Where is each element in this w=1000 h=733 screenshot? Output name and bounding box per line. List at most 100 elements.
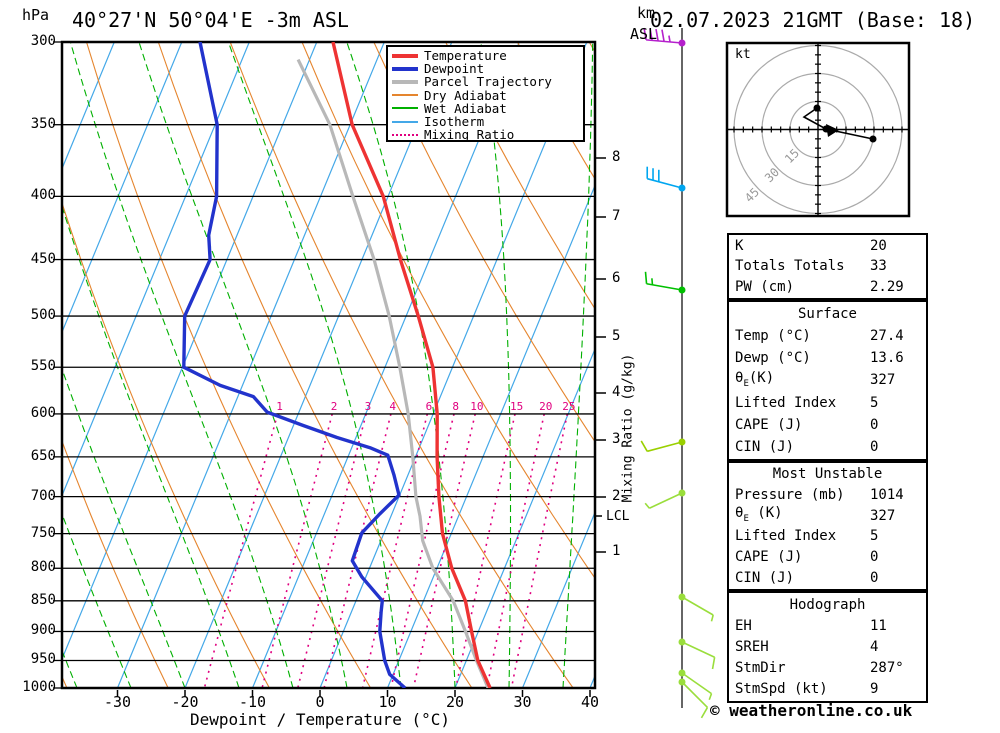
legend-item: Wet Adiabat bbox=[392, 102, 583, 115]
legend-swatch-mixing-ratio bbox=[392, 133, 418, 136]
legend-swatch-isotherm bbox=[392, 120, 418, 123]
page-title: 40°27'N 50°04'E -3m ASL bbox=[72, 8, 349, 32]
table-row: θE (K) 327 bbox=[729, 505, 926, 526]
hodograph-table: Hodograph EH 11 SREH 4 StmDir 287° StmSpd (kt) 9 bbox=[727, 591, 928, 703]
stat-value: 13.6 bbox=[870, 350, 904, 367]
pressure-tick-label: 750 bbox=[30, 524, 56, 541]
pressure-tick-label: 950 bbox=[30, 651, 56, 668]
km-tick-label: 1 bbox=[612, 543, 621, 559]
table-row: Pressure (mb) 1014 bbox=[729, 485, 926, 506]
table-header: Most Unstable bbox=[772, 466, 883, 483]
table-row: Lifted Index 5 bbox=[729, 526, 926, 547]
legend-label: Wet Adiabat bbox=[424, 100, 507, 116]
table-row: Dewp (°C) 13.6 bbox=[729, 347, 926, 369]
mixing-ratio-value-label: 25 bbox=[562, 399, 576, 413]
pressure-tick-label: 850 bbox=[30, 591, 56, 608]
legend-item: Mixing Ratio bbox=[392, 128, 583, 141]
legend-item: Dewpoint bbox=[392, 62, 583, 75]
mixing-ratio-value-label: 1 bbox=[276, 399, 283, 413]
stat-label: PW (cm) bbox=[735, 278, 795, 295]
legend-label: Mixing Ratio bbox=[424, 127, 515, 143]
table-row: Totals Totals 33 bbox=[729, 256, 926, 276]
pressure-tick-label: 450 bbox=[30, 250, 56, 267]
temperature-tick-label: 40 bbox=[580, 693, 600, 711]
legend-label: Isotherm bbox=[424, 114, 485, 130]
mixing-ratio-axis-label: Mixing Ratio (g/kg) bbox=[620, 353, 636, 503]
stat-value: 33 bbox=[870, 258, 887, 275]
stat-value: 5 bbox=[870, 394, 879, 411]
stat-value: 4 bbox=[870, 639, 879, 655]
table-row: CAPE (J) 0 bbox=[729, 414, 926, 436]
mixing-ratio-value-label: 10 bbox=[470, 399, 484, 413]
legend-label: Parcel Trajectory bbox=[424, 74, 552, 90]
stats-table: K 20 Totals Totals 33 PW (cm) 2.29 bbox=[727, 233, 928, 300]
table-header: Surface bbox=[797, 306, 857, 323]
temperature-tick-label: -30 bbox=[103, 693, 132, 711]
stat-label: Pressure (mb) bbox=[735, 487, 845, 503]
stat-label: Lifted Index bbox=[735, 528, 837, 545]
pressure-tick-label: 300 bbox=[30, 33, 56, 49]
km-ticks bbox=[595, 157, 606, 553]
wind-barb bbox=[644, 271, 686, 294]
wind-barb bbox=[678, 593, 714, 622]
stat-label: Lifted Index bbox=[735, 394, 837, 411]
wind-barb bbox=[640, 438, 686, 453]
wind-barb bbox=[678, 669, 713, 701]
table-row: Temp (°C) 27.4 bbox=[729, 325, 926, 347]
legend: Temperature Dewpoint Parcel Trajectory Dry … bbox=[386, 45, 585, 142]
table-row: θE(K) 327 bbox=[729, 369, 926, 391]
table-row: StmSpd (kt) 9 bbox=[729, 679, 926, 700]
legend-item: Parcel Trajectory bbox=[392, 75, 583, 88]
wind-barb bbox=[643, 27, 686, 47]
legend-item: Temperature bbox=[392, 49, 583, 62]
table-row: Lifted Index 5 bbox=[729, 392, 926, 414]
pressure-tick-label: 400 bbox=[30, 187, 56, 204]
table-row: CAPE (J) 0 bbox=[729, 547, 926, 568]
stat-label: CIN (J) bbox=[735, 569, 795, 586]
stat-label: K bbox=[735, 238, 744, 255]
pressure-tick-label: 800 bbox=[30, 559, 56, 576]
stat-label: StmDir bbox=[735, 660, 786, 677]
wind-barb bbox=[678, 638, 716, 670]
km-tick-label: 5 bbox=[612, 328, 621, 344]
stat-value: 27.4 bbox=[870, 328, 904, 345]
temperature-curve bbox=[331, 42, 492, 688]
temperature-ticks bbox=[116, 690, 591, 697]
asl-axis-unit-label: ASL bbox=[630, 25, 658, 43]
stat-value: 11 bbox=[870, 617, 887, 634]
wind-barb bbox=[646, 166, 686, 192]
hodograph-trace bbox=[802, 107, 874, 140]
most-unstable-table: Most Unstable Pressure (mb) 1014 θE (K) 327 L… bbox=[727, 461, 928, 591]
legend-swatch-dry-adiabat bbox=[392, 94, 418, 97]
pressure-tick-label: 1000 bbox=[22, 679, 56, 695]
stat-value: 327 bbox=[870, 372, 896, 389]
table-row: StmDir 287° bbox=[729, 658, 926, 679]
km-tick-label: 3 bbox=[612, 431, 621, 447]
stat-value: 1014 bbox=[870, 487, 904, 503]
temperature-tick-label: -20 bbox=[171, 693, 199, 711]
stat-value: 0 bbox=[870, 549, 879, 566]
legend-label: Temperature bbox=[424, 48, 507, 64]
stat-value: 287° bbox=[870, 660, 904, 677]
legend-swatch-dewpoint bbox=[392, 66, 418, 71]
stat-value: 20 bbox=[870, 238, 887, 255]
stat-label: CAPE (J) bbox=[735, 549, 803, 566]
legend-label: Dewpoint bbox=[424, 61, 485, 77]
parcel-trajectory-curve bbox=[296, 58, 490, 688]
legend-item: Dry Adiabat bbox=[392, 89, 583, 102]
stat-label: CAPE (J) bbox=[735, 416, 803, 433]
mixing-ratio-value-label: 4 bbox=[389, 399, 397, 413]
wind-barb bbox=[644, 489, 686, 509]
legend-label: Dry Adiabat bbox=[424, 87, 507, 103]
stat-value: 327 bbox=[870, 507, 896, 524]
wind-barb bbox=[678, 678, 709, 719]
pressure-tick-label: 550 bbox=[30, 358, 56, 375]
hodograph-arrow bbox=[826, 124, 839, 137]
temperature-tick-label: 30 bbox=[513, 693, 532, 711]
hodograph bbox=[725, 41, 911, 218]
stat-label: EH bbox=[735, 617, 752, 634]
temperature-tick-label: 10 bbox=[378, 693, 397, 711]
lcl-label: LCL bbox=[606, 509, 630, 524]
copyright-label: © weatheronline.co.uk bbox=[710, 701, 913, 720]
